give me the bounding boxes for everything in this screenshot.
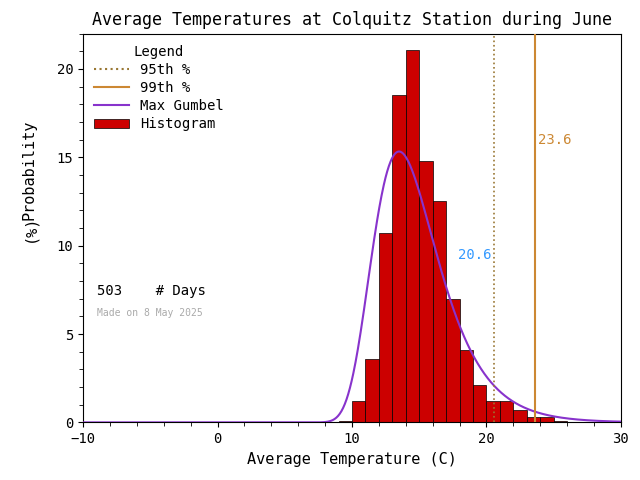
Bar (339, 420, 352, 422)
Text: 23.6: 23.6 (538, 132, 572, 146)
Bar (460, 350, 473, 422)
Bar (352, 401, 365, 422)
Legend: 95th %, 99th %, Max Gumbel, Histogram: 95th %, 99th %, Max Gumbel, Histogram (90, 40, 228, 135)
Bar (446, 299, 460, 422)
Bar (392, 96, 406, 422)
Text: Probability: Probability (22, 120, 37, 220)
X-axis label: Average Temperature (C): Average Temperature (C) (247, 452, 457, 467)
Bar (486, 401, 500, 422)
Bar (473, 385, 486, 422)
Bar (406, 49, 419, 422)
Text: 20.6: 20.6 (458, 248, 492, 262)
Title: Average Temperatures at Colquitz Station during June: Average Temperatures at Colquitz Station… (92, 11, 612, 29)
Bar (365, 359, 379, 422)
Bar (419, 161, 433, 422)
Text: (%): (%) (22, 214, 37, 242)
Bar (513, 410, 527, 422)
Bar (379, 233, 392, 422)
Text: 503    # Days: 503 # Days (97, 284, 205, 299)
Text: Made on 8 May 2025: Made on 8 May 2025 (97, 308, 202, 318)
Bar (433, 202, 446, 422)
Bar (500, 401, 513, 422)
Bar (527, 417, 540, 422)
Bar (540, 417, 554, 422)
Bar (554, 420, 567, 422)
